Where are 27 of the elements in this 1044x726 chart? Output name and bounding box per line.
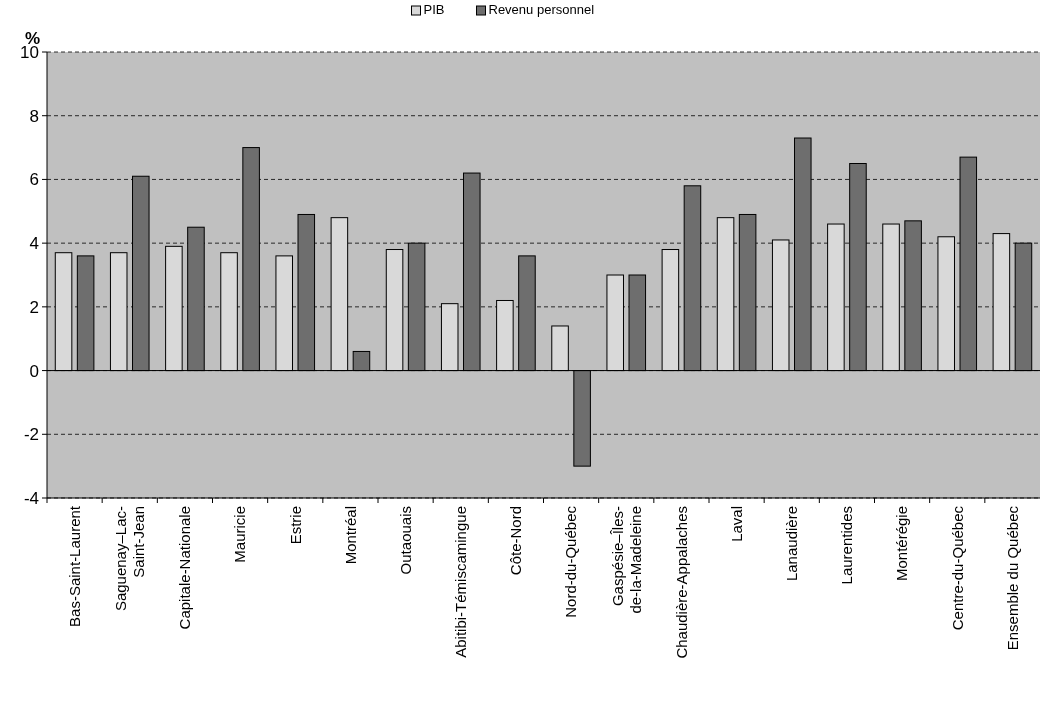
x-tick-label: Centre-du-Québec — [948, 505, 966, 631]
y-tick-label: 8 — [29, 106, 39, 126]
x-tick-label: Outaouais — [396, 506, 414, 575]
x-tick-label: Montréal — [341, 506, 359, 565]
x-tick-label: Lanaudière — [783, 506, 800, 582]
x-tick-label: Abitibi-Témiscamingue — [452, 506, 469, 658]
y-tick-label: 0 — [29, 361, 39, 381]
x-tick-label: Côte-Nord — [507, 506, 525, 576]
x-tick-label: Saguenay–Lac- Saint-Jean — [112, 506, 147, 612]
x-tick-label: Montérégie — [893, 506, 911, 582]
x-tick-label: Gaspésie–Îles- de-la-Madeleine — [608, 506, 644, 614]
x-tick-label: Laurentides — [838, 506, 856, 585]
y-tick-label: 2 — [29, 297, 39, 317]
legend-label: PIB — [423, 2, 445, 17]
x-tick-label: Chaudière-Appalaches — [672, 506, 690, 659]
legend-label: Revenu personnel — [488, 2, 595, 17]
y-tick-label: 4 — [29, 234, 39, 254]
x-tick-label: Ensemble du Québec — [1003, 505, 1021, 651]
y-tick-label: 6 — [29, 170, 39, 190]
x-tick-label: Capitale-Nationale — [176, 506, 194, 630]
x-tick-label: Nord-du-Québec — [562, 505, 580, 618]
y-tick-label: -4 — [23, 488, 39, 508]
x-tick-label: Laval — [727, 506, 745, 542]
y-tick-label: -2 — [23, 425, 39, 445]
x-tick-label: Bas-Saint-Laurent — [65, 505, 83, 627]
x-tick-label: Estrie — [286, 506, 304, 545]
x-tick-label: Mauricie — [231, 506, 249, 563]
